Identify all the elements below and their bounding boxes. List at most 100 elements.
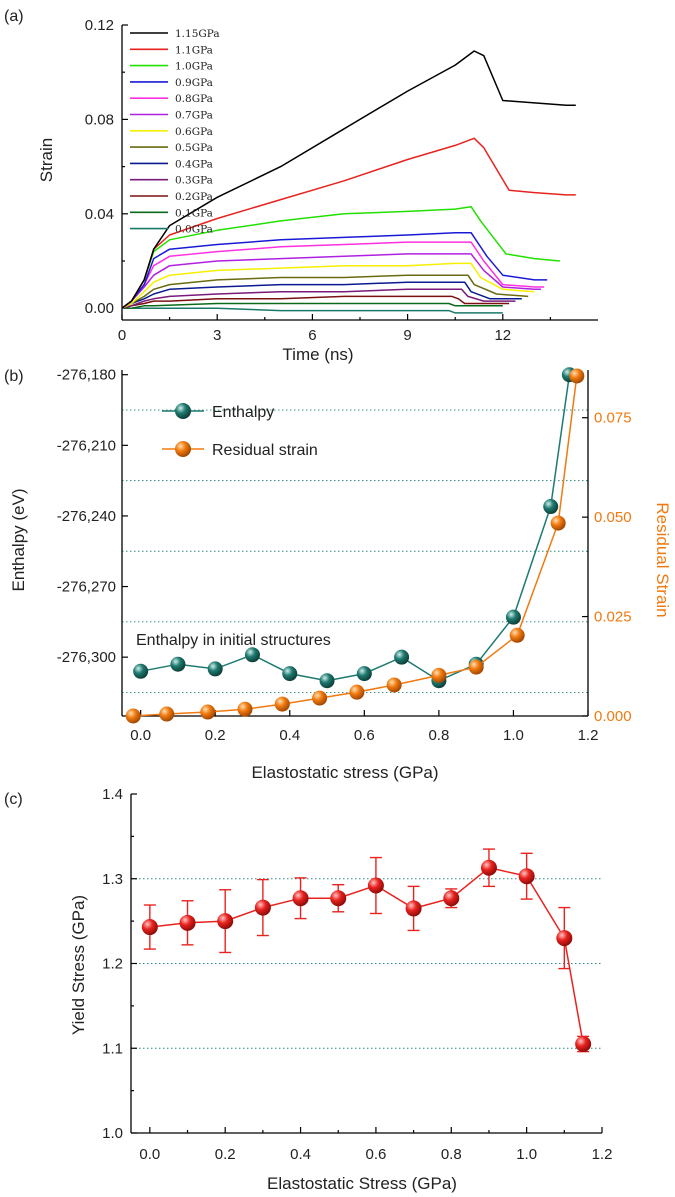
legend-label-Residual strain: Residual strain [212,442,318,459]
panel-c-yield-stress: (c) 0.0 0.2 0.4 0.6 0.8 1.0 1.2 1.0 1.1 1.2 1.3 1.… [4,786,612,1193]
panel-c-y-title: Yield Stress (GPa) [69,895,88,1035]
x-tick-label: 6 [308,327,316,344]
marker-residual-strain [468,659,484,675]
panel-b-y-title-left: Enthalpy (eV) [9,489,28,592]
y-tick-label: 0.12 [85,17,114,34]
legend-label-0.4GPa: 0.4GPa [175,158,213,170]
legend-marker-Residual strain [175,441,191,457]
y-tick-label-left: -276,270 [57,579,116,596]
legend-label-Enthalpy: Enthalpy [212,404,274,421]
legend-label-1.15GPa: 1.15GPa [175,28,220,40]
y-tick-label-right: 0.075 [594,410,632,427]
marker-yield-stress [179,914,196,931]
x-tick-label: 12 [494,327,511,344]
panel-b-label: (b) [4,368,24,385]
series-line-0.6GPa [121,262,535,309]
y-tick-label-right: 0.000 [594,708,632,725]
legend-label-0.5GPa: 0.5GPa [175,142,213,154]
marker-yield-stress [330,890,347,907]
x-tick-label: 0.2 [205,727,226,744]
marker-enthalpy [133,663,149,679]
panel-b-y-title-right: Residual Strain [653,502,672,617]
y-tick-label: 1.3 [102,871,123,888]
y-tick-label-right: 0.050 [594,509,632,526]
marker-residual-strain [569,368,585,384]
marker-yield-stress [480,859,497,876]
series-line-yield-stress [149,866,584,1045]
marker-yield-stress [292,890,309,907]
y-tick-label: 0.00 [85,300,114,317]
marker-enthalpy [319,673,335,689]
marker-yield-stress [443,890,460,907]
x-tick-label: 0.2 [215,1146,236,1163]
y-tick-label-left: -276,300 [57,649,116,666]
marker-residual-strain [509,627,525,643]
marker-yield-stress [367,877,384,894]
x-tick-label: 0.6 [365,1146,386,1163]
y-tick-label: 0.08 [85,111,114,128]
y-tick-label-left: -276,240 [57,508,116,525]
legend-label-0.3GPa: 0.3GPa [175,175,213,187]
marker-residual-strain [312,690,328,706]
series-line-0.2GPa [121,295,510,309]
x-tick-label: 1.2 [578,727,599,744]
legend-label-1.0GPa: 1.0GPa [175,61,213,73]
series-line-0.9GPa [121,231,548,309]
x-tick-label: 0.6 [354,727,375,744]
marker-yield-stress [405,900,422,917]
marker-yield-stress [141,919,158,936]
marker-yield-stress [518,868,535,885]
legend-label-0.2GPa: 0.2GPa [175,191,213,203]
legend-label-0.7GPa: 0.7GPa [175,110,213,122]
marker-residual-strain [237,701,253,717]
series-line-0.3GPa [121,288,516,309]
marker-residual-strain [431,667,447,683]
series-line-0.5GPa [121,274,529,309]
legend-label-1.1GPa: 1.1GPa [175,44,213,56]
marker-residual-strain [159,706,175,722]
y-tick-label: 1.1 [102,1040,123,1057]
marker-residual-strain [349,684,365,700]
x-tick-label: 0.8 [441,1146,462,1163]
x-tick-label: 1.2 [592,1146,613,1163]
series-line-0.0GPa [122,307,503,314]
marker-yield-stress [254,899,271,916]
y-tick-label-right: 0.025 [594,609,632,626]
x-tick-label: 0.0 [130,727,151,744]
marker-residual-strain [274,696,290,712]
legend-label-0.8GPa: 0.8GPa [175,93,213,105]
series-line-Residual strain [133,375,578,717]
panel-a-y-title: Strain [37,138,56,182]
y-tick-label-left: -276,180 [57,367,116,384]
series-line-0.1GPa [122,302,503,309]
marker-enthalpy [207,661,223,677]
legend-label-0.0GPa: 0.0GPa [175,224,213,236]
series-line-0.8GPa [121,241,545,309]
legend-marker-Enthalpy [175,403,191,419]
panel-a-x-title: Time (ns) [282,345,353,364]
marker-yield-stress [575,1036,592,1053]
legend-label-0.1GPa: 0.1GPa [175,207,213,219]
panel-c-x-title: Elastostatic Stress (GPa) [267,1174,457,1193]
marker-yield-stress [217,913,234,930]
x-tick-label: 0.8 [428,727,449,744]
x-tick-label: 0.0 [139,1146,160,1163]
marker-enthalpy [543,499,559,515]
x-tick-label: 1.0 [516,1146,537,1163]
marker-enthalpy [282,666,298,682]
panel-a-strain-vs-time: (a) 0 3 6 9 12 0.00 0.04 0.08 0.12 1.15GPa 1.1GP… [4,8,598,364]
y-tick-label-left: -276,210 [57,437,116,454]
series-line-0.4GPa [121,281,522,309]
marker-enthalpy [170,656,186,672]
y-tick-label: 1.0 [102,1125,123,1142]
panel-b-x-title: Elastostatic stress (GPa) [251,763,438,782]
x-tick-label: 0.4 [279,727,300,744]
marker-enthalpy [505,609,521,625]
x-tick-label: 1.0 [503,727,524,744]
marker-enthalpy [394,649,410,665]
panel-c-label: (c) [4,791,23,808]
marker-enthalpy [244,647,260,663]
legend-label-0.6GPa: 0.6GPa [175,126,213,138]
series-line-1.15GPa [121,50,576,309]
